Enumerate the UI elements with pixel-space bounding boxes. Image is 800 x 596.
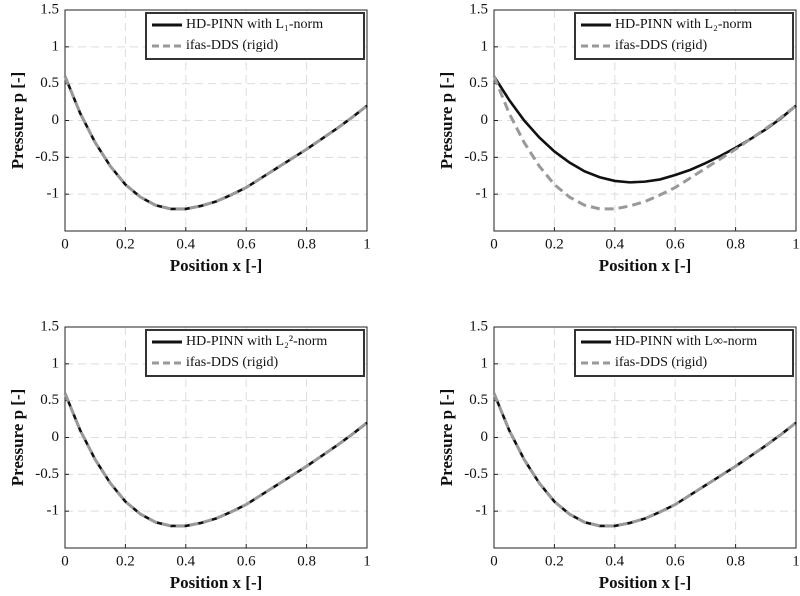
x-axis-label: Position x [-] bbox=[599, 256, 692, 275]
x-tick-label: 0.6 bbox=[666, 553, 685, 569]
legend: HD-PINN with L₁-norm ifas-DDS (rigid) bbox=[145, 12, 365, 60]
legend-box bbox=[145, 329, 365, 377]
x-axis-label: Position x [-] bbox=[170, 256, 263, 275]
x-tick-label: 0.4 bbox=[605, 236, 624, 252]
y-axis-label: Pressure p [-] bbox=[8, 389, 27, 487]
x-tick-label: 0.6 bbox=[237, 553, 256, 569]
y-tick-label: -0.5 bbox=[464, 466, 488, 482]
x-tick-label: 0.2 bbox=[116, 236, 135, 252]
subplot: 0 0.2 0.4 0.6 0.8 1 -1 -0.5 0 0.5 1 1.5 Position x [… bbox=[8, 318, 371, 591]
y-tick-label: -1 bbox=[47, 503, 60, 519]
x-tick-label: 0.2 bbox=[545, 553, 564, 569]
y-tick-label: 0.5 bbox=[469, 392, 488, 408]
x-tick-label: 0 bbox=[61, 553, 69, 569]
data-line bbox=[63, 392, 368, 528]
y-tick-label: 1 bbox=[52, 38, 60, 54]
data-line bbox=[492, 75, 797, 211]
x-tick-label: 0.8 bbox=[726, 236, 745, 252]
subplot: 0 0.2 0.4 0.6 0.8 1 -1 -0.5 0 0.5 1 1.5 Position x [… bbox=[437, 318, 800, 591]
legend-label: HD-PINN with L₂²-norm bbox=[186, 334, 327, 349]
x-tick-label: 0.8 bbox=[297, 553, 316, 569]
legend-label: HD-PINN with L₁-norm bbox=[186, 17, 323, 32]
y-tick-label: 1.5 bbox=[40, 318, 59, 334]
x-tick-label: 1 bbox=[792, 236, 800, 252]
y-tick-label: 1 bbox=[481, 38, 489, 54]
y-tick-label: 0 bbox=[481, 112, 489, 128]
y-tick-label: -1 bbox=[47, 186, 60, 202]
y-axis-label: Pressure p [-] bbox=[437, 72, 456, 170]
plot-frame bbox=[493, 9, 797, 232]
data-line bbox=[63, 75, 368, 211]
x-axis-label: Position x [-] bbox=[170, 573, 263, 592]
y-tick-label: 1 bbox=[481, 355, 489, 371]
y-tick-label: 0.5 bbox=[40, 75, 59, 91]
x-tick-label: 0.6 bbox=[666, 236, 685, 252]
y-tick-label: 1.5 bbox=[469, 1, 488, 17]
legend-box bbox=[574, 12, 794, 60]
plot-frame bbox=[64, 326, 368, 549]
legend: HD-PINN with L₂-norm ifas-DDS (rigid) bbox=[574, 12, 794, 60]
y-tick-label: 0 bbox=[52, 429, 60, 445]
y-tick-label: -1 bbox=[476, 503, 489, 519]
y-tick-label: 1 bbox=[52, 355, 60, 371]
legend-label: ifas-DDS (rigid) bbox=[186, 38, 278, 53]
y-tick-label: 0 bbox=[481, 429, 489, 445]
data-line bbox=[63, 75, 368, 211]
data-line bbox=[492, 392, 797, 528]
legend-label: HD-PINN with L∞-norm bbox=[615, 334, 757, 349]
x-tick-label: 1 bbox=[363, 553, 371, 569]
y-tick-label: -0.5 bbox=[464, 149, 488, 165]
x-tick-label: 0.8 bbox=[726, 553, 745, 569]
plot-frame bbox=[493, 326, 797, 549]
subplot: 0 0.2 0.4 0.6 0.8 1 -1 -0.5 0 0.5 1 1.5 Position x [… bbox=[437, 1, 800, 274]
y-tick-label: -0.5 bbox=[35, 149, 59, 165]
y-axis-label: Pressure p [-] bbox=[437, 389, 456, 487]
x-axis-label: Position x [-] bbox=[599, 573, 692, 592]
y-tick-label: -1 bbox=[476, 186, 489, 202]
x-tick-label: 0.6 bbox=[237, 236, 256, 252]
y-tick-label: 1.5 bbox=[469, 318, 488, 334]
x-tick-label: 0 bbox=[490, 236, 498, 252]
x-tick-label: 0.4 bbox=[605, 553, 624, 569]
plot-frame bbox=[64, 9, 368, 232]
x-tick-label: 0 bbox=[490, 553, 498, 569]
x-tick-label: 0 bbox=[61, 236, 69, 252]
legend-label: HD-PINN with L₂-norm bbox=[615, 17, 752, 32]
x-tick-label: 0.2 bbox=[545, 236, 564, 252]
x-tick-label: 0.4 bbox=[176, 553, 195, 569]
x-tick-label: 0.2 bbox=[116, 553, 135, 569]
legend-label: ifas-DDS (rigid) bbox=[186, 355, 278, 370]
legend: HD-PINN with L∞-norm ifas-DDS (rigid) bbox=[574, 329, 794, 377]
y-tick-label: 0.5 bbox=[469, 75, 488, 91]
x-tick-label: 0.8 bbox=[297, 236, 316, 252]
data-line bbox=[63, 392, 368, 528]
y-tick-label: 1.5 bbox=[40, 1, 59, 17]
x-tick-label: 1 bbox=[363, 236, 371, 252]
y-axis-label: Pressure p [-] bbox=[8, 72, 27, 170]
y-tick-label: 0.5 bbox=[40, 392, 59, 408]
legend-box bbox=[574, 329, 794, 377]
legend: HD-PINN with L₂²-norm ifas-DDS (rigid) bbox=[145, 329, 365, 377]
y-tick-label: -0.5 bbox=[35, 466, 59, 482]
y-tick-label: 0 bbox=[52, 112, 60, 128]
legend-label: ifas-DDS (rigid) bbox=[615, 38, 707, 53]
x-tick-label: 1 bbox=[792, 553, 800, 569]
subplot: 0 0.2 0.4 0.6 0.8 1 -1 -0.5 0 0.5 1 1.5 Position x [… bbox=[8, 1, 371, 274]
legend-label: ifas-DDS (rigid) bbox=[615, 355, 707, 370]
legend-box bbox=[145, 12, 365, 60]
x-tick-label: 0.4 bbox=[176, 236, 195, 252]
data-line bbox=[492, 392, 797, 528]
